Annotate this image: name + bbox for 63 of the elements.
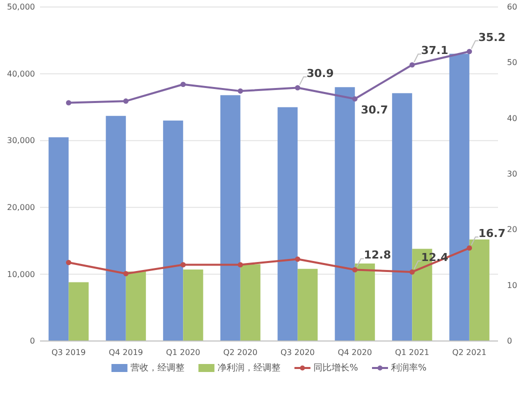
- bar: [449, 54, 470, 341]
- bar: [240, 264, 260, 341]
- x-tick-label: Q3 2020: [280, 348, 315, 357]
- bar: [354, 264, 375, 341]
- y-tick-label: 10,000: [7, 270, 35, 279]
- point: [352, 267, 358, 272]
- bar: [126, 272, 146, 341]
- annotation: 30.7: [360, 104, 388, 117]
- x-tick-label: Q4 2020: [338, 348, 372, 357]
- bar: [48, 137, 69, 341]
- x-tick-label: Q1 2020: [166, 348, 200, 357]
- annotation: 35.2: [478, 30, 506, 44]
- y2-tick-label: 60: [507, 2, 518, 12]
- point: [294, 256, 300, 262]
- point: [409, 62, 415, 68]
- y-tick-label: 30,000: [7, 136, 35, 146]
- point: [238, 262, 244, 268]
- bar: [163, 120, 184, 341]
- x-tick-label: Q2 2020: [223, 348, 258, 357]
- point: [180, 262, 186, 268]
- annotation: 30.9: [306, 66, 334, 80]
- bar: [392, 93, 412, 341]
- y2-tick-label: 10: [507, 280, 518, 290]
- bar: [106, 116, 126, 341]
- legend-label: 净利润，经调整: [217, 362, 280, 374]
- y-tick-label: 20,000: [7, 202, 35, 212]
- point: [238, 88, 244, 94]
- x-tick-label: Q1 2021: [394, 348, 430, 357]
- point: [352, 96, 358, 102]
- x-tick-label: Q4 2019: [108, 348, 144, 357]
- bar: [278, 107, 298, 341]
- y-tick-label: 40,000: [7, 69, 35, 78]
- x-tick-label: Q2 2021: [452, 348, 487, 357]
- y2-tick-label: 0: [507, 336, 512, 346]
- bar: [334, 87, 355, 341]
- data-label: 12.4: [421, 250, 449, 264]
- bar: [220, 95, 240, 341]
- point: [123, 271, 129, 276]
- bar: [183, 270, 204, 341]
- legend-label: 利润率%: [391, 362, 427, 374]
- point: [466, 48, 472, 54]
- data-label: 12.8: [364, 248, 392, 262]
- bar: [298, 268, 318, 341]
- point: [66, 100, 72, 106]
- legend-label: 同比增长%: [313, 362, 358, 374]
- legend-label: 营收，经调整: [130, 362, 184, 374]
- annotation: 37.1: [421, 44, 448, 58]
- y2-tick-label: 30: [507, 170, 518, 179]
- y-tick-label: 50,000: [7, 2, 35, 12]
- y2-tick-label: 20: [507, 225, 518, 234]
- data-label: 16.7: [478, 227, 506, 240]
- point: [180, 82, 186, 88]
- point: [466, 245, 472, 251]
- y2-tick-label: 50: [507, 58, 518, 68]
- bar: [469, 239, 490, 341]
- point: [123, 98, 129, 104]
- point: [409, 269, 415, 275]
- y-tick-label: 0: [30, 336, 35, 346]
- bar: [68, 282, 89, 341]
- point: [66, 260, 72, 266]
- point: [294, 85, 300, 90]
- x-tick-label: Q3 2019: [51, 348, 86, 357]
- y2-tick-label: 40: [507, 114, 518, 123]
